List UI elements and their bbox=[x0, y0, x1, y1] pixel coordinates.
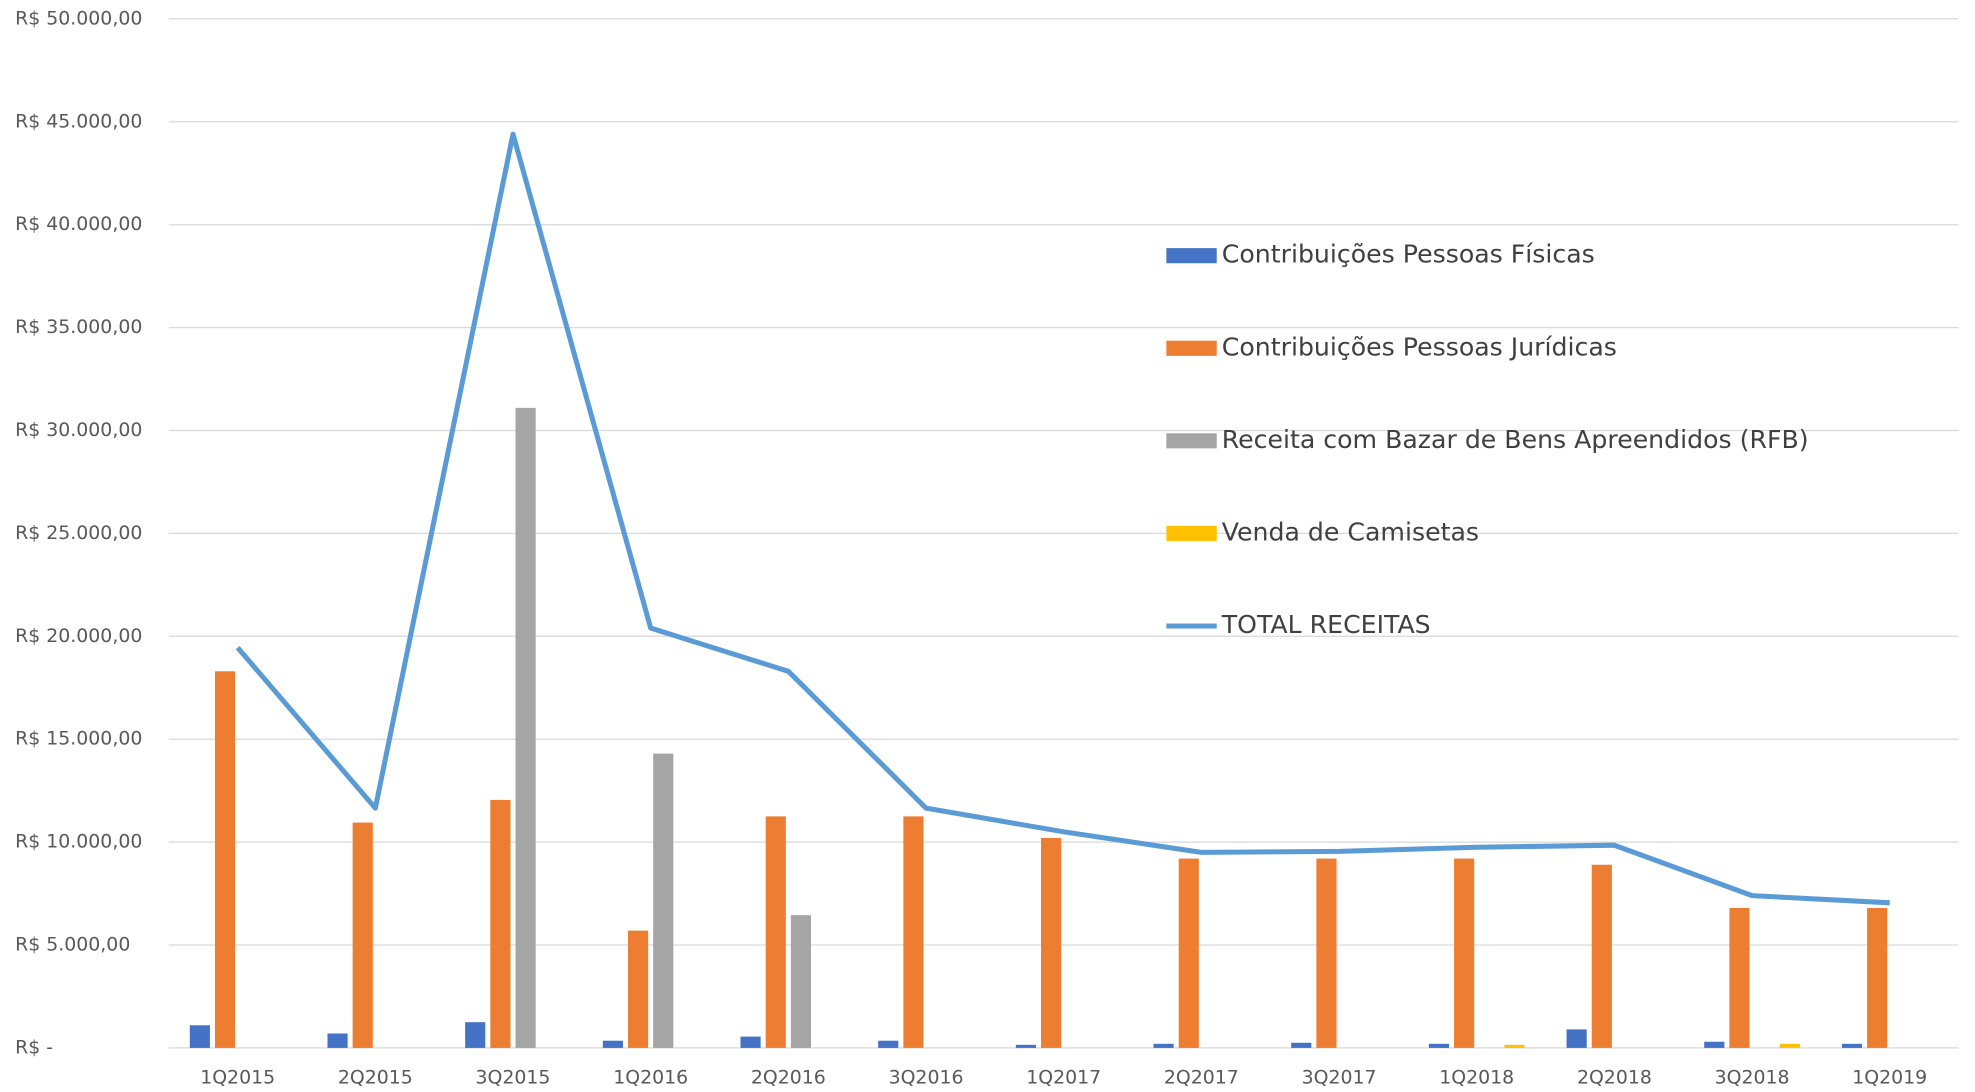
bar bbox=[1454, 858, 1475, 1048]
legend-swatch bbox=[1166, 433, 1217, 449]
legend-label: Contribuições Pessoas Jurídicas bbox=[1222, 332, 1617, 361]
x-tick-label: 2Q2016 bbox=[751, 1067, 826, 1089]
legend-swatch bbox=[1166, 340, 1217, 356]
bar bbox=[1591, 864, 1612, 1048]
bar bbox=[1566, 1029, 1587, 1048]
bar bbox=[790, 915, 812, 1048]
legend-swatch bbox=[1166, 525, 1217, 541]
y-tick-label: R$ 10.000,00 bbox=[15, 831, 142, 853]
x-tick-label: 2Q2015 bbox=[338, 1067, 413, 1089]
x-tick-label: 2Q2018 bbox=[1577, 1067, 1652, 1089]
x-tick-label: 1Q2017 bbox=[1026, 1067, 1101, 1089]
bar bbox=[765, 816, 786, 1048]
bar bbox=[1779, 1043, 1800, 1048]
x-tick-label: 3Q2018 bbox=[1715, 1067, 1790, 1089]
y-tick-label: R$ - bbox=[15, 1036, 53, 1058]
bar bbox=[352, 822, 373, 1048]
x-tick-label: 3Q2017 bbox=[1302, 1067, 1377, 1089]
x-tick-label: 3Q2016 bbox=[889, 1067, 964, 1089]
x-tick-label: 3Q2015 bbox=[476, 1067, 551, 1089]
legend-label: Receita com Bazar de Bens Apreendidos (R… bbox=[1222, 425, 1809, 454]
legend-label: Venda de Camisetas bbox=[1222, 517, 1479, 546]
bar bbox=[878, 1040, 899, 1048]
legend-label: Contribuições Pessoas Físicas bbox=[1222, 240, 1595, 269]
bar bbox=[740, 1036, 761, 1048]
x-tick-label: 2Q2017 bbox=[1164, 1067, 1239, 1089]
bar bbox=[628, 930, 649, 1048]
y-tick-label: R$ 20.000,00 bbox=[15, 625, 142, 647]
y-tick-label: R$ 25.000,00 bbox=[15, 522, 142, 544]
bar bbox=[1428, 1043, 1450, 1048]
bar bbox=[515, 407, 536, 1048]
bar bbox=[327, 1033, 348, 1048]
bar bbox=[1015, 1044, 1036, 1048]
bar bbox=[490, 799, 511, 1048]
bar bbox=[903, 816, 924, 1048]
y-tick-label: R$ 5.000,00 bbox=[15, 934, 130, 956]
bar bbox=[189, 1025, 210, 1048]
y-tick-label: R$ 15.000,00 bbox=[15, 728, 142, 750]
y-tick-label: R$ 45.000,00 bbox=[15, 110, 142, 132]
bar bbox=[1153, 1043, 1174, 1048]
y-tick-label: R$ 35.000,00 bbox=[15, 316, 142, 338]
bar bbox=[602, 1040, 623, 1048]
bar bbox=[1504, 1044, 1525, 1048]
bar bbox=[1316, 858, 1337, 1048]
line bbox=[235, 131, 1890, 906]
bar bbox=[1041, 837, 1062, 1048]
legend-swatch bbox=[1166, 248, 1217, 264]
legend-label: TOTAL RECEITAS bbox=[1221, 610, 1431, 639]
y-tick-label: R$ 40.000,00 bbox=[15, 213, 142, 235]
bar bbox=[1291, 1042, 1312, 1048]
bar bbox=[1704, 1041, 1725, 1048]
bar bbox=[1867, 907, 1888, 1048]
bar bbox=[1178, 858, 1199, 1048]
bar bbox=[1729, 907, 1750, 1048]
x-tick-label: 1Q2016 bbox=[613, 1067, 688, 1089]
x-tick-label: 1Q2019 bbox=[1852, 1067, 1927, 1089]
y-tick-label: R$ 50.000,00 bbox=[15, 7, 142, 29]
bar bbox=[1841, 1043, 1863, 1048]
x-tick-label: 1Q2015 bbox=[200, 1067, 275, 1089]
bar bbox=[653, 753, 674, 1048]
bar bbox=[214, 671, 236, 1048]
y-tick-label: R$ 30.000,00 bbox=[15, 419, 142, 441]
x-tick-label: 1Q2018 bbox=[1439, 1067, 1514, 1089]
bar bbox=[465, 1022, 486, 1048]
